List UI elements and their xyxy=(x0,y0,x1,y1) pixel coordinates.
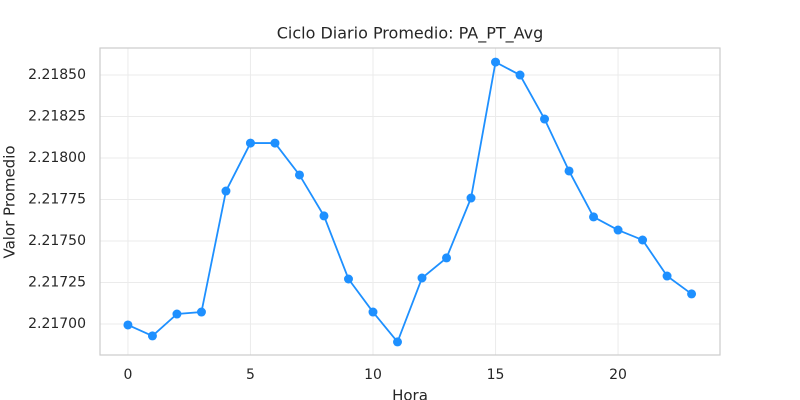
marker xyxy=(319,211,329,221)
y-tick-label: 2.21750 xyxy=(28,233,86,249)
y-axis-label: Valor Promedio xyxy=(1,145,19,258)
marker xyxy=(196,307,206,317)
y-tick-label: 2.21775 xyxy=(28,192,86,208)
marker xyxy=(589,212,599,222)
marker xyxy=(147,331,157,341)
x-axis-label: Hora xyxy=(392,387,428,400)
plot-frame xyxy=(99,47,721,356)
marker xyxy=(515,70,525,80)
marker xyxy=(564,166,574,176)
marker xyxy=(687,289,697,299)
y-tick-label: 2.21700 xyxy=(28,316,86,332)
marker xyxy=(540,114,550,124)
marker xyxy=(245,138,255,148)
y-tick-label: 2.21725 xyxy=(28,274,86,290)
marker xyxy=(294,170,304,180)
marker xyxy=(613,225,623,235)
marker xyxy=(123,320,133,330)
x-tick-label: 0 xyxy=(123,367,132,383)
x-tick-label: 5 xyxy=(246,367,255,383)
marker xyxy=(491,57,501,67)
y-tick-label: 2.21800 xyxy=(28,150,86,166)
marker xyxy=(221,186,231,196)
marker xyxy=(662,271,672,281)
y-tick-label: 2.21850 xyxy=(28,67,86,83)
marker xyxy=(270,138,280,148)
marker xyxy=(466,193,476,203)
marker xyxy=(638,235,648,245)
chart-title: Ciclo Diario Promedio: PA_PT_Avg xyxy=(277,24,544,44)
marker xyxy=(417,273,427,283)
y-tick-label: 2.21825 xyxy=(28,109,86,125)
marker xyxy=(442,253,452,263)
x-tick-label: 15 xyxy=(487,367,505,383)
marker xyxy=(393,337,403,347)
marker xyxy=(368,307,378,317)
marker xyxy=(172,309,182,319)
x-tick-label: 20 xyxy=(609,367,627,383)
x-tick-label: 10 xyxy=(364,367,382,383)
line xyxy=(127,60,693,344)
marker xyxy=(343,274,353,284)
